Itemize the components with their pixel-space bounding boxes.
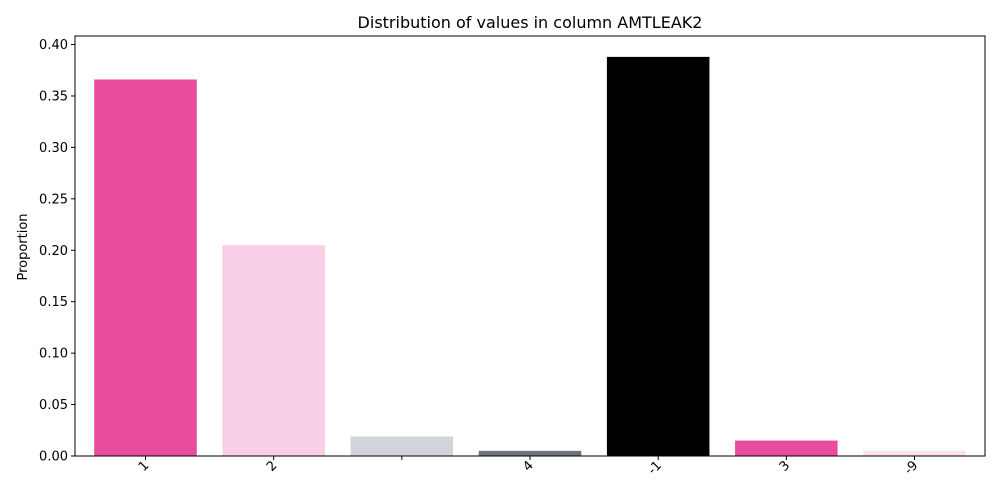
y-tick-label: 0.25	[39, 192, 68, 207]
bar	[222, 245, 325, 456]
y-axis-label: Proportion	[16, 213, 31, 280]
y-tick-label: 0.15	[39, 295, 68, 310]
y-tick-label: 0.35	[39, 89, 68, 104]
y-tick-label: 0.10	[39, 347, 68, 362]
x-tick-label: 2	[264, 458, 280, 474]
y-tick-label: 0.05	[39, 398, 68, 413]
y-tick-label: 0.30	[39, 141, 68, 156]
x-tick-label: 4	[520, 458, 536, 474]
bar	[606, 56, 710, 456]
y-tick-label: 0.00	[39, 450, 68, 465]
axes-frame	[74, 35, 986, 457]
bar	[478, 450, 582, 456]
x-tick-label: -1	[645, 458, 665, 478]
y-tick-label: 0.40	[39, 38, 68, 53]
bar	[735, 440, 838, 456]
x-tick-label: 3	[777, 458, 793, 474]
bar	[863, 450, 966, 456]
y-tick-label: 0.20	[39, 244, 68, 259]
x-tick-label: 1	[136, 458, 152, 474]
bar	[94, 79, 197, 456]
x-tick-label: -9	[902, 458, 922, 478]
chart-title: Distribution of values in column AMTLEAK…	[358, 13, 703, 32]
plot-area: 0.00 0.05 0.10 0.15 0.20 0.25 0.30 0.35 0.40 1 2 4 -…	[39, 35, 986, 478]
bar	[350, 436, 454, 456]
